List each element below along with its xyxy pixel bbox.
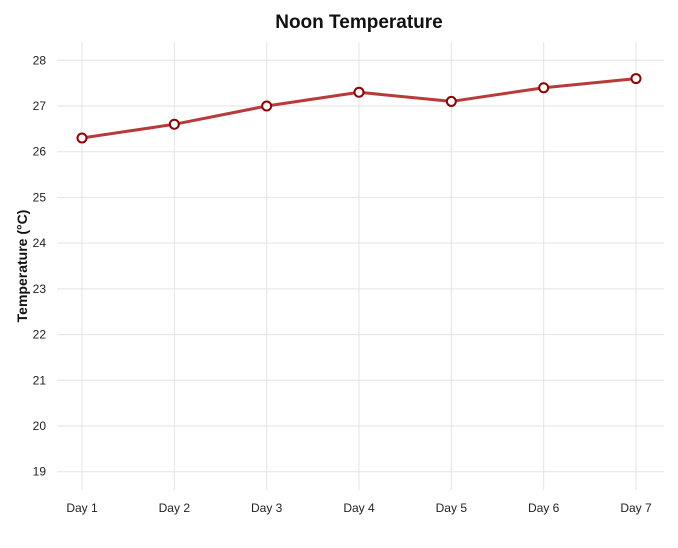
y-axis-label: Temperature (°C) bbox=[14, 210, 30, 323]
data-point bbox=[630, 73, 642, 85]
y-tick-label: 22 bbox=[33, 328, 47, 342]
y-tick-label: 20 bbox=[33, 419, 47, 433]
x-tick-label: Day 7 bbox=[620, 501, 652, 515]
data-point bbox=[261, 100, 273, 112]
y-tick-label: 25 bbox=[33, 190, 47, 204]
x-tick-label: Day 2 bbox=[159, 501, 191, 515]
y-tick-label: 27 bbox=[33, 99, 47, 113]
tick-layer: 19 20 21 22 23 24 25 26 27 28 Day 1 Day 2 Day 3 Day 4… bbox=[33, 53, 652, 515]
series-layer bbox=[76, 73, 642, 144]
y-tick-label: 28 bbox=[33, 53, 47, 67]
data-point bbox=[353, 86, 365, 98]
y-tick-label: 23 bbox=[33, 282, 47, 296]
y-tick-label: 26 bbox=[33, 145, 47, 159]
x-tick-label: Day 3 bbox=[251, 501, 283, 515]
y-tick-label: 21 bbox=[33, 373, 47, 387]
x-tick-label: Day 4 bbox=[343, 501, 375, 515]
data-point bbox=[76, 132, 88, 144]
chart-title: Noon Temperature bbox=[275, 12, 443, 33]
y-tick-label: 24 bbox=[33, 236, 47, 250]
data-point bbox=[168, 118, 180, 130]
x-tick-label: Day 6 bbox=[528, 501, 560, 515]
data-point bbox=[445, 95, 457, 107]
y-tick-label: 19 bbox=[33, 465, 47, 479]
x-tick-label: Day 5 bbox=[436, 501, 468, 515]
x-tick-label: Day 1 bbox=[66, 501, 98, 515]
grid-layer bbox=[57, 42, 664, 490]
data-point bbox=[538, 82, 550, 94]
